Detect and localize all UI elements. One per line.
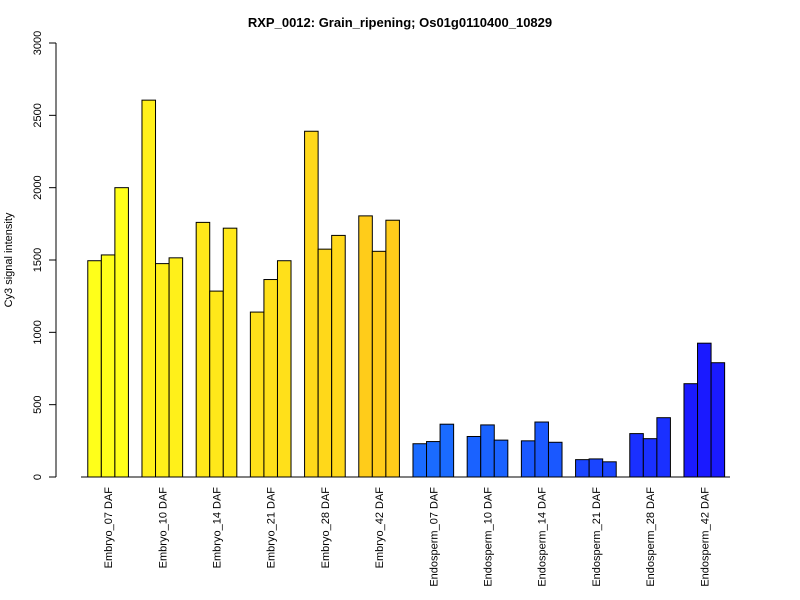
bar bbox=[385, 219, 400, 478]
bar bbox=[547, 441, 563, 478]
bar bbox=[100, 254, 116, 478]
bar bbox=[276, 260, 292, 478]
bar bbox=[642, 438, 658, 478]
bar bbox=[114, 187, 129, 478]
bar bbox=[602, 461, 617, 478]
x-tick-label: Embryo_42 DAF bbox=[374, 487, 386, 569]
bar bbox=[588, 458, 604, 478]
bar bbox=[683, 383, 699, 478]
bar bbox=[520, 440, 536, 478]
bar bbox=[575, 459, 590, 478]
y-tick-label: 2500 bbox=[32, 103, 44, 127]
y-tick-label: 1000 bbox=[32, 320, 44, 344]
y-tick-label: 500 bbox=[32, 395, 44, 413]
x-axis-labels: Embryo_07 DAF Embryo_10 DAF Embryo_14 DAF E… bbox=[103, 487, 711, 587]
bar bbox=[141, 99, 157, 478]
y-axis-label: Cy3 signal intensity bbox=[3, 212, 15, 307]
bar bbox=[209, 290, 224, 478]
x-tick-label: Embryo_21 DAF bbox=[266, 487, 278, 569]
bar bbox=[697, 342, 712, 478]
y-tick-label: 3000 bbox=[32, 31, 44, 55]
bar bbox=[317, 248, 333, 478]
x-tick-label: Embryo_14 DAF bbox=[212, 487, 224, 569]
x-tick-label: Endosperm_14 DAF bbox=[537, 487, 549, 587]
bar bbox=[222, 227, 238, 478]
bar bbox=[534, 421, 549, 478]
bar bbox=[656, 417, 671, 478]
bar bbox=[249, 311, 265, 478]
bar bbox=[466, 435, 482, 478]
bar bbox=[480, 424, 495, 478]
bar bbox=[304, 130, 319, 478]
x-tick-label: Endosperm_21 DAF bbox=[591, 487, 603, 587]
bar bbox=[87, 260, 102, 478]
x-tick-label: Endosperm_28 DAF bbox=[645, 487, 657, 587]
bar bbox=[195, 221, 211, 478]
bar bbox=[371, 250, 387, 478]
y-tick-label: 1500 bbox=[32, 248, 44, 272]
x-tick-label: Endosperm_07 DAF bbox=[428, 487, 440, 587]
x-tick-label: Embryo_28 DAF bbox=[320, 487, 332, 569]
bar bbox=[493, 439, 509, 478]
bar bbox=[263, 279, 278, 478]
bar bbox=[168, 257, 184, 478]
y-tick-label: 0 bbox=[32, 474, 44, 480]
bar bbox=[331, 234, 346, 478]
x-tick-label: Embryo_07 DAF bbox=[103, 487, 115, 569]
bar bbox=[629, 433, 644, 478]
chart-title: RXP_0012: Grain_ripening; Os01g0110400_1… bbox=[248, 15, 552, 30]
bar bbox=[439, 423, 455, 478]
x-tick-label: Embryo_10 DAF bbox=[157, 487, 169, 569]
x-tick-label: Endosperm_10 DAF bbox=[483, 487, 495, 587]
bars bbox=[87, 99, 726, 478]
x-tick-label: Endosperm_42 DAF bbox=[699, 487, 711, 587]
bar bbox=[358, 215, 373, 478]
y-tick-label: 2000 bbox=[32, 175, 44, 199]
bar bbox=[710, 362, 726, 478]
y-axis: 0 500 1000 1500 2000 2500 3000 bbox=[32, 31, 57, 480]
bar bbox=[412, 443, 428, 478]
bar bbox=[426, 441, 441, 478]
bar bbox=[155, 263, 170, 478]
